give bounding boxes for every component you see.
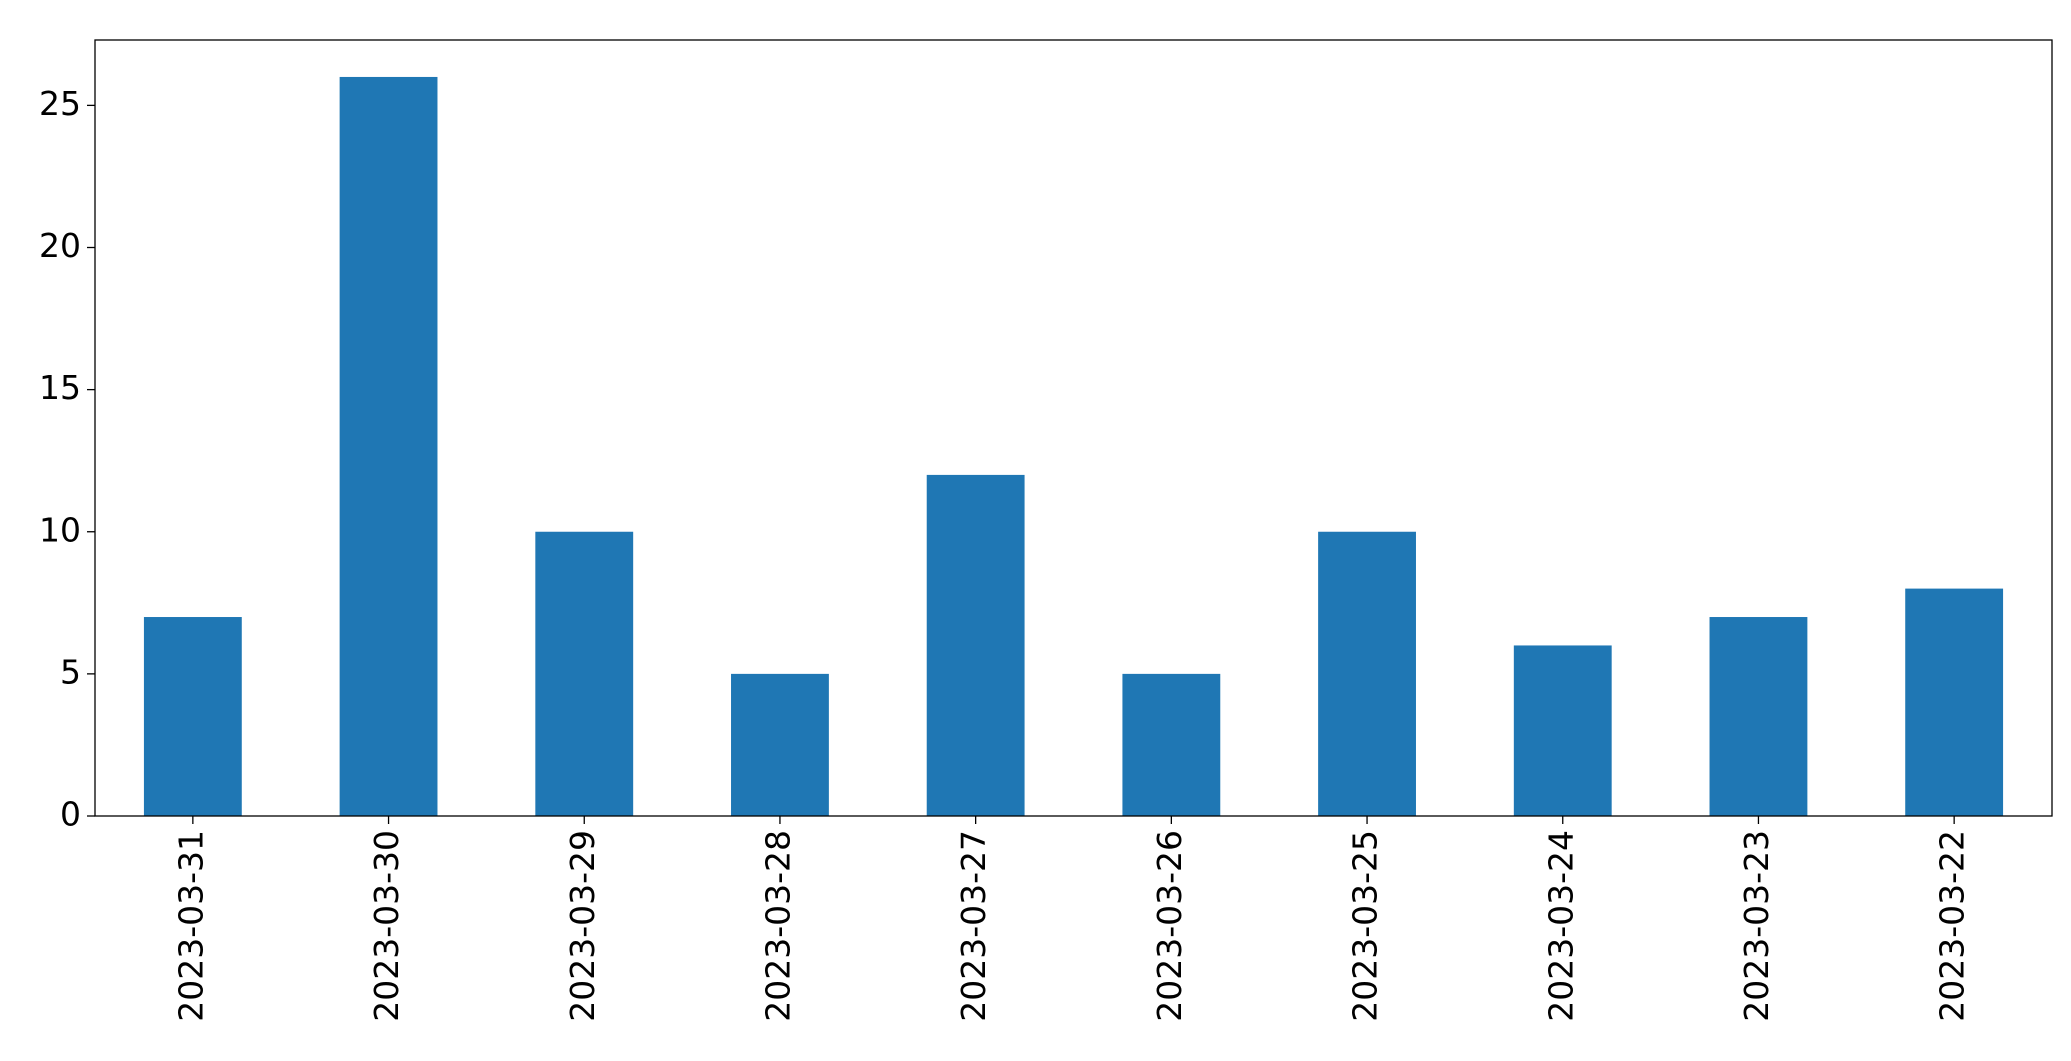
y-tick-label: 25	[39, 84, 81, 123]
bar	[731, 673, 829, 816]
x-tick-label: 2023-03-25	[1346, 830, 1385, 1022]
x-tick-label: 2023-03-28	[758, 830, 797, 1022]
x-tick-label: 2023-03-23	[1737, 830, 1776, 1022]
y-tick-label: 0	[60, 795, 81, 834]
bar	[1318, 531, 1416, 816]
y-tick-label: 10	[39, 510, 81, 549]
x-tick-label: 2023-03-30	[367, 830, 406, 1022]
bar	[1122, 673, 1221, 816]
x-tick-label: 2023-03-22	[1933, 830, 1972, 1022]
x-tick-label: 2023-03-24	[1541, 830, 1580, 1022]
bar	[1905, 588, 2004, 816]
bar	[535, 531, 634, 816]
bar	[926, 474, 1025, 816]
x-tick-label: 2023-03-27	[954, 830, 993, 1022]
y-tick-label: 20	[39, 226, 81, 265]
plot-frame	[94, 39, 2053, 817]
bar	[143, 617, 242, 816]
y-tick-label: 15	[39, 368, 81, 407]
bar	[1709, 617, 1808, 816]
x-tick-label: 2023-03-31	[171, 830, 210, 1022]
bar	[1513, 645, 1612, 816]
x-tick-label: 2023-03-26	[1150, 830, 1189, 1022]
bar	[339, 76, 438, 816]
y-tick-label: 5	[60, 652, 81, 691]
x-tick-label: 2023-03-29	[563, 830, 602, 1022]
